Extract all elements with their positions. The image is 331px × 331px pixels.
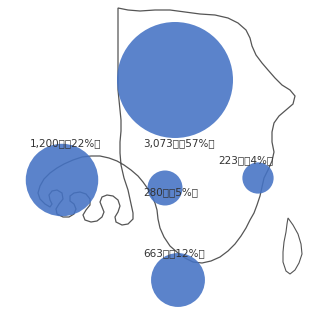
Circle shape — [26, 144, 98, 216]
Text: 223社（4%）: 223社（4%） — [218, 155, 273, 165]
Circle shape — [117, 22, 233, 138]
Text: 663社（12%）: 663社（12%） — [143, 248, 205, 258]
Text: 280社（5%）: 280社（5%） — [143, 187, 198, 197]
Text: 1,200社（22%）: 1,200社（22%） — [30, 138, 102, 148]
Circle shape — [242, 163, 274, 194]
Polygon shape — [38, 8, 295, 263]
Text: 3,073社（57%）: 3,073社（57%） — [143, 138, 214, 148]
Polygon shape — [283, 218, 302, 274]
Circle shape — [148, 170, 182, 206]
Circle shape — [151, 253, 205, 307]
